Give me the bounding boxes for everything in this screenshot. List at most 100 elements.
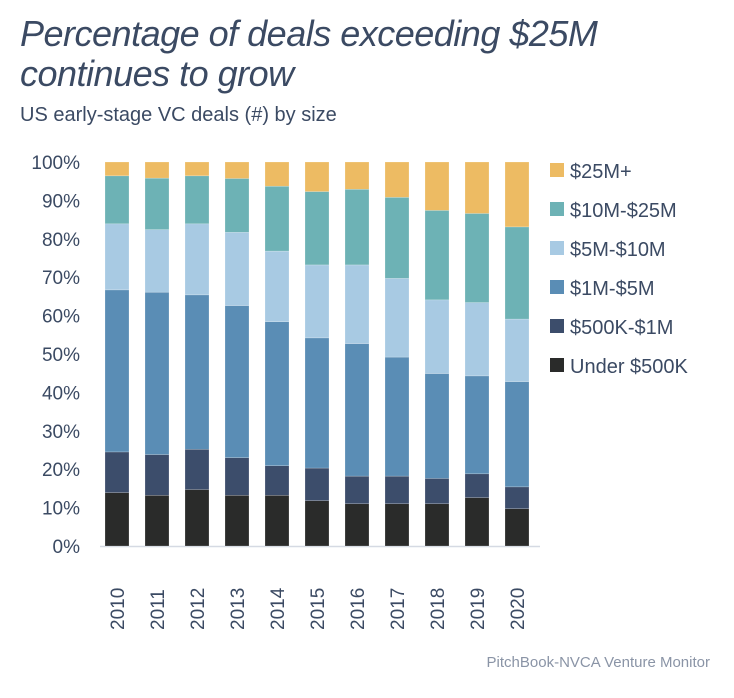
bar-segment: [144, 495, 170, 547]
bar-segment: [264, 161, 290, 187]
bar-segment: [184, 448, 210, 490]
bar-segment: [104, 175, 130, 225]
bar-segment: [224, 495, 250, 547]
bar-segment: [104, 451, 130, 493]
bar-segment: [464, 497, 490, 547]
x-tick-label: 2017: [388, 588, 409, 630]
legend-label: Under $500K: [570, 356, 689, 378]
x-tick-label: 2012: [188, 588, 209, 630]
bar-segment: [144, 177, 170, 230]
bar-segment: [264, 250, 290, 322]
legend-label: $5M-$10M: [570, 239, 666, 261]
bar-segment: [304, 467, 330, 501]
chart-subtitle: US early-stage VC deals (#) by size: [20, 104, 337, 126]
y-tick-label: 40%: [42, 383, 80, 404]
bar-segment: [424, 478, 450, 505]
bar-segment: [304, 500, 330, 547]
bar-segment: [144, 291, 170, 455]
bar-segment: [104, 289, 130, 453]
bar-segment: [184, 175, 210, 225]
bar-segment: [344, 503, 370, 547]
bar-segment: [304, 264, 330, 339]
legend-swatch: [550, 319, 564, 333]
bar-segment: [384, 475, 410, 505]
legend-swatch: [550, 358, 564, 372]
x-tick-label: 2011: [148, 589, 169, 630]
y-tick-label: 80%: [42, 230, 80, 251]
bar-segment: [304, 337, 330, 469]
y-tick-label: 90%: [42, 191, 80, 212]
bar-segment: [264, 495, 290, 547]
y-tick-label: 10%: [42, 499, 80, 520]
bar-segment: [384, 503, 410, 547]
bar-segment: [424, 373, 450, 479]
bar-segment: [424, 161, 450, 211]
y-tick-label: 100%: [31, 153, 80, 174]
bar-segment: [424, 299, 450, 374]
x-tick-label: 2020: [508, 588, 529, 630]
x-tick-label: 2015: [308, 588, 329, 630]
bar-segment: [184, 161, 210, 177]
legend-swatch: [550, 241, 564, 255]
y-tick-label: 30%: [42, 422, 80, 443]
x-tick-label: 2014: [268, 587, 289, 630]
bar-segment: [104, 492, 130, 547]
bar-segment: [344, 343, 370, 477]
legend-label: $25M+: [570, 161, 632, 183]
x-tick-label: 2010: [108, 588, 129, 630]
legend-swatch: [550, 280, 564, 294]
bar-segment: [504, 508, 530, 547]
bar-segment: [424, 210, 450, 301]
title-line-2: continues to grow: [20, 53, 294, 94]
bar-segment: [384, 278, 410, 358]
bar-segment: [344, 189, 370, 266]
bar-segment: [344, 475, 370, 505]
bar-segment: [264, 321, 290, 466]
bar-segment: [144, 454, 170, 496]
bar-segment: [144, 229, 170, 293]
bar-segment: [384, 197, 410, 279]
bar-segment: [184, 223, 210, 296]
bar-segment: [104, 223, 130, 291]
x-tick-label: 2018: [428, 588, 449, 630]
y-tick-label: 20%: [42, 460, 80, 481]
bar-segment: [504, 318, 530, 382]
bar-segment: [104, 161, 130, 177]
bar-segment: [224, 232, 250, 306]
bar-segment: [384, 161, 410, 198]
y-tick-label: 0%: [53, 537, 81, 558]
bar-segment: [344, 161, 370, 190]
bar-segment: [264, 465, 290, 496]
bar-segment: [464, 473, 490, 498]
bar-segment: [184, 489, 210, 547]
chart-title: Percentage of deals exceeding $25M conti…: [20, 13, 598, 94]
bar-segment: [224, 178, 250, 233]
bar-segment: [464, 375, 490, 475]
bar-segment: [224, 305, 250, 458]
bar-segment: [464, 161, 490, 214]
x-tick-label: 2013: [228, 588, 249, 630]
bar-segment: [304, 191, 330, 266]
y-tick-label: 70%: [42, 268, 80, 289]
bar-segment: [504, 161, 530, 228]
legend-label: $10M-$25M: [570, 200, 677, 222]
bar-segment: [384, 356, 410, 477]
bar-segment: [224, 457, 250, 496]
legend-swatch: [550, 202, 564, 216]
legend-label: $500K-$1M: [570, 317, 673, 339]
bar-segment: [464, 213, 490, 303]
source-label: PitchBook-NVCA Venture Monitor: [486, 654, 710, 671]
legend-label: $1M-$5M: [570, 278, 654, 300]
bar-segment: [224, 161, 250, 179]
y-tick-label: 50%: [42, 345, 80, 366]
bar-segment: [424, 503, 450, 547]
bar-segment: [304, 161, 330, 192]
bar-segment: [504, 381, 530, 488]
y-tick-label: 60%: [42, 307, 80, 328]
bar-segment: [504, 486, 530, 510]
title-line-1: Percentage of deals exceeding $25M: [20, 13, 598, 54]
bar-segment: [344, 264, 370, 344]
bar-segment: [184, 294, 210, 450]
x-tick-label: 2016: [348, 588, 369, 630]
